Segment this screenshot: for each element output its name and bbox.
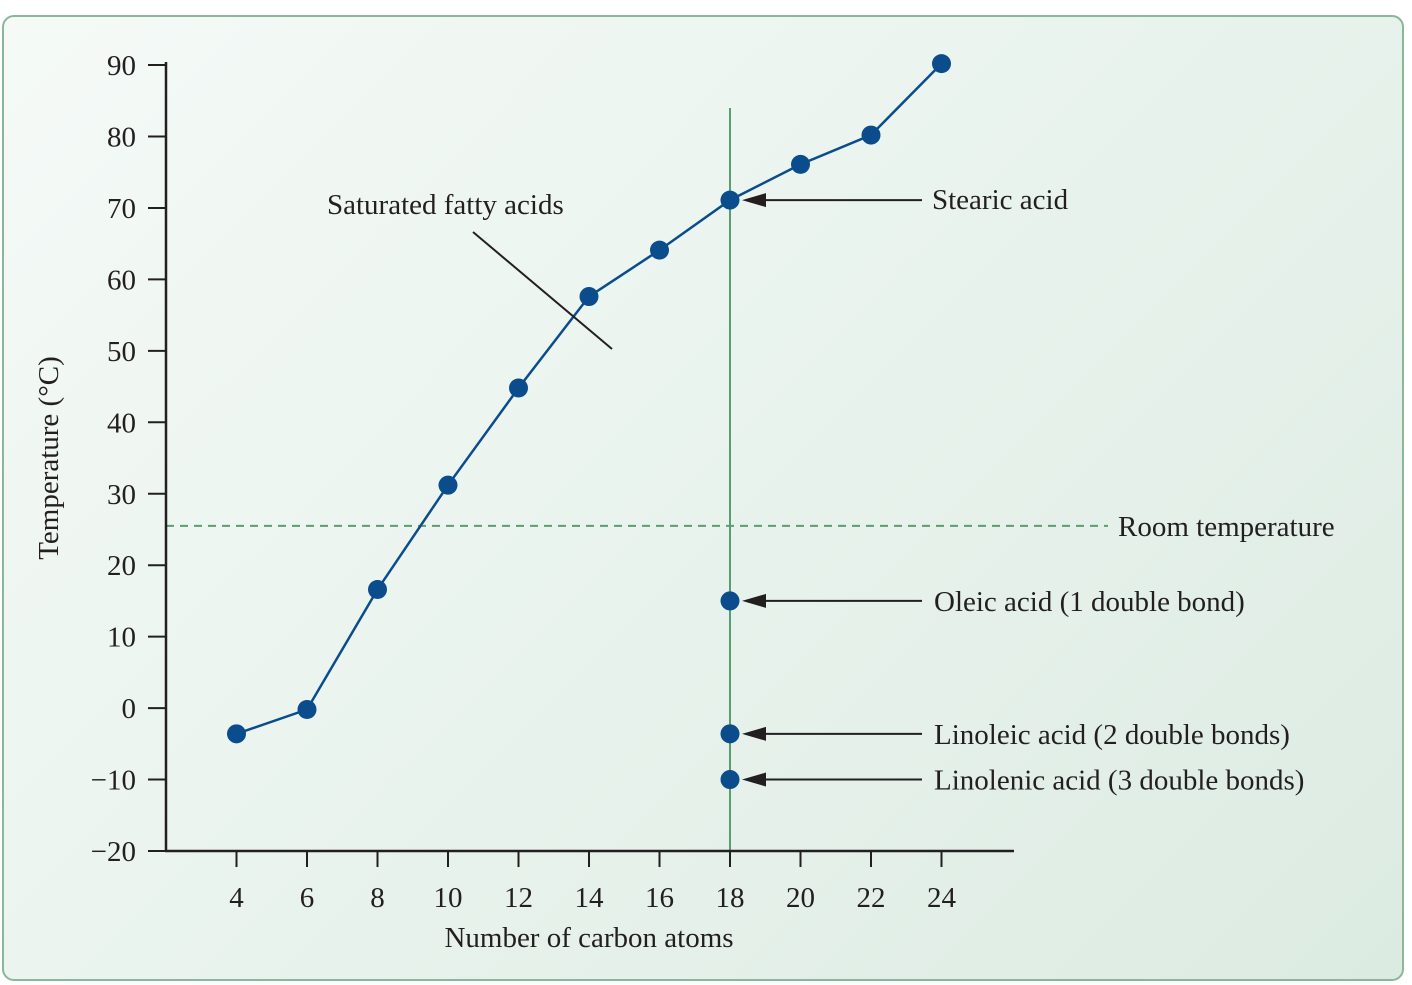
x-tick-label: 4 (229, 882, 244, 914)
stearic-acid-label: Stearic acid (932, 184, 1069, 216)
x-tick-label: 18 (716, 882, 745, 914)
y-tick-label: 70 (107, 193, 136, 225)
data-series (227, 54, 951, 790)
arrow-head (742, 772, 766, 787)
unsaturated-point (720, 724, 740, 744)
data-point-c4 (227, 724, 246, 744)
x-axis-title: Number of carbon atoms (444, 922, 733, 954)
y-tick-label: 40 (107, 407, 136, 439)
data-point-c8 (368, 579, 387, 599)
x-tick-label: 16 (645, 882, 674, 914)
data-point-c16 (650, 240, 669, 260)
unsaturated-point (720, 770, 740, 790)
x-tick-label: 24 (927, 882, 957, 914)
x-tick-label: 22 (857, 882, 886, 914)
data-point-c20 (791, 154, 810, 174)
stearic-arrow-head (742, 193, 766, 208)
x-tick-label: 14 (575, 882, 605, 914)
saturated-fatty-acids-label: Saturated fatty acids (327, 189, 564, 221)
y-tick-label: −10 (91, 765, 136, 797)
y-axis-title: Temperature (°C) (33, 356, 65, 560)
saturated-leader-line (472, 231, 613, 350)
x-tick-label: 6 (300, 882, 315, 914)
y-tick-label: 0 (122, 693, 137, 725)
chart-panel (2, 15, 1404, 981)
y-tick-label: 80 (107, 122, 136, 154)
y-tick-label: 30 (107, 479, 136, 511)
y-tick-label: 90 (107, 50, 136, 82)
y-tick-label: 10 (107, 622, 136, 654)
x-tick-label: 8 (370, 882, 385, 914)
y-tick-label: −20 (91, 836, 136, 868)
data-point-c24 (932, 54, 951, 74)
data-point-c10 (438, 475, 458, 495)
data-point-c22 (861, 125, 881, 145)
unsaturated-label: Linolenic acid (3 double bonds) (934, 765, 1304, 797)
arrow-head (742, 726, 766, 741)
data-point-c6 (297, 700, 317, 720)
unsaturated-label: Linoleic acid (2 double bonds) (934, 719, 1290, 751)
annotations: Oleic acid (1 double bond) Linoleic acid … (327, 184, 1304, 796)
arrow-head (742, 593, 766, 608)
x-tick-label: 12 (504, 882, 533, 914)
y-tick-label: 60 (107, 264, 136, 296)
room-temperature-label: Room temperature (1118, 511, 1335, 543)
unsaturated-label: Oleic acid (1 double bond) (934, 586, 1245, 618)
x-tick-label: 10 (434, 882, 463, 914)
y-tick-label: 20 (107, 550, 136, 582)
saturated-series-line (236, 62, 943, 736)
y-tick-label: 50 (107, 336, 136, 368)
data-point-c14 (579, 287, 599, 307)
x-tick-label: 20 (786, 882, 815, 914)
data-point-c18 (720, 190, 740, 210)
unsaturated-point (720, 591, 740, 611)
data-point-c12 (509, 378, 528, 398)
axes: 90 80 70 60 50 40 30 20 10 0 −10 −20 4 6 8 10 12 14 16 18 20… (91, 50, 1014, 914)
